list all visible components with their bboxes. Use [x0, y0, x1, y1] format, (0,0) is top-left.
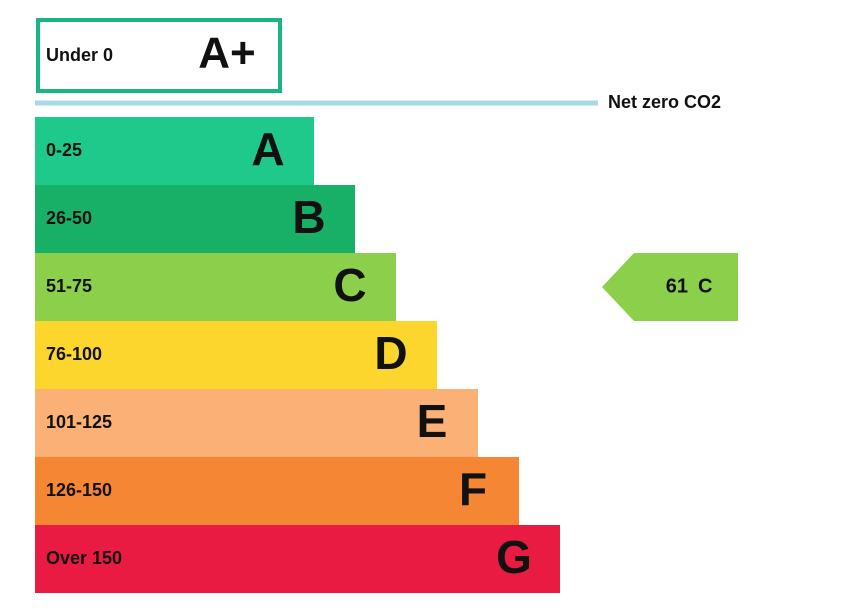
band-range: Over 150 — [46, 548, 122, 568]
top-range: Under 0 — [46, 45, 113, 65]
current-rating-arrow — [602, 253, 738, 321]
band-range: 0-25 — [46, 140, 82, 160]
top-letter: A+ — [198, 29, 255, 78]
band-letter: D — [374, 327, 407, 379]
top-rating-box — [36, 18, 282, 93]
rating-band — [35, 457, 519, 525]
band-letter: F — [459, 463, 487, 515]
current-letter: C — [698, 275, 712, 297]
band-range: 51-75 — [46, 276, 92, 296]
rating-band — [35, 525, 560, 593]
rating-band — [35, 117, 314, 185]
band-letter: C — [333, 259, 366, 311]
band-letter: E — [417, 395, 448, 447]
rating-band — [35, 321, 437, 389]
net-zero-label: Net zero CO2 — [608, 92, 721, 112]
band-range: 76-100 — [46, 344, 102, 364]
band-range: 101-125 — [46, 412, 112, 432]
band-letter: G — [496, 531, 532, 583]
band-letter: B — [292, 191, 325, 243]
band-range: 126-150 — [46, 480, 112, 500]
band-range: 26-50 — [46, 208, 92, 228]
rating-band — [35, 389, 478, 457]
band-letter: A — [251, 123, 284, 175]
rating-band — [35, 185, 355, 253]
rating-band — [35, 253, 396, 321]
current-score: 61 — [666, 275, 688, 297]
